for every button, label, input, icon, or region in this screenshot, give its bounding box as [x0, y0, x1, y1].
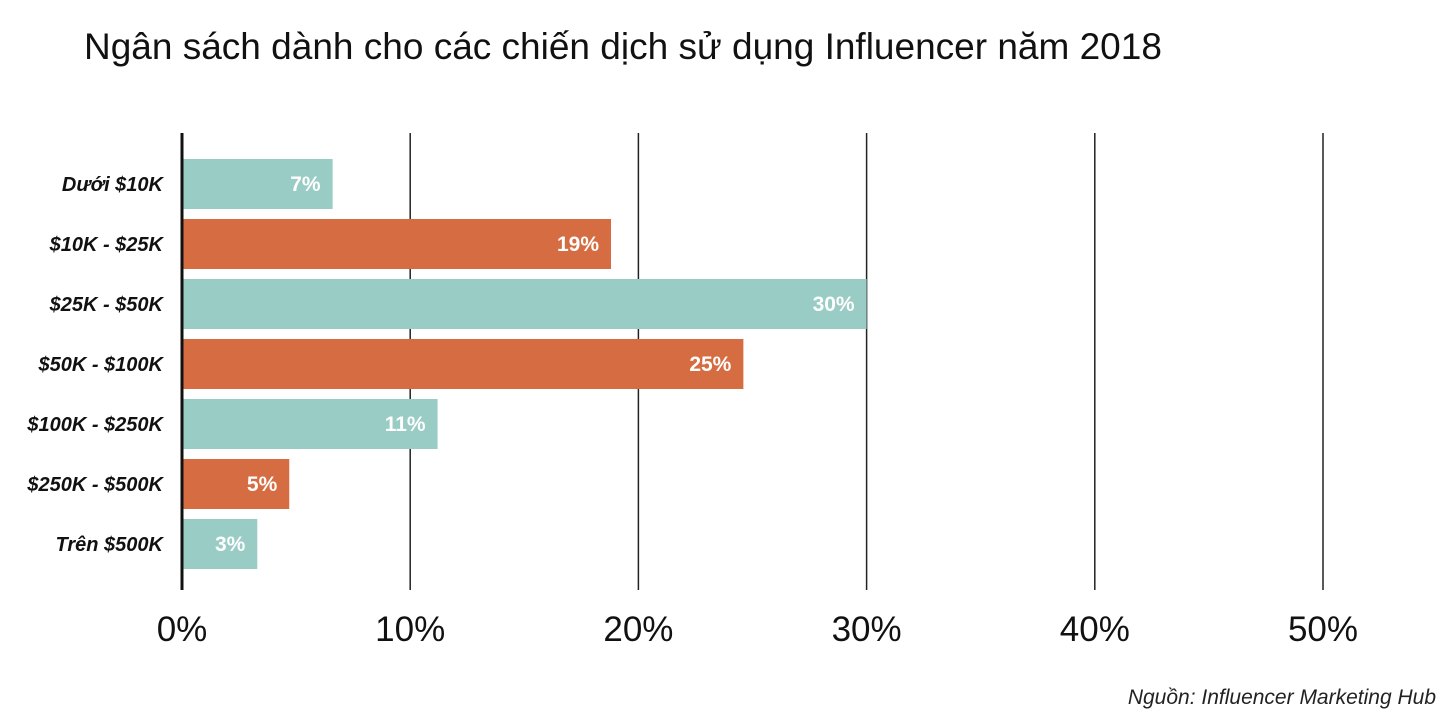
bar — [182, 159, 333, 209]
category-labels: Dưới $10K $10K - $25K $25K - $50K $50K - $1… — [26, 174, 164, 556]
category-label: $50K - $100K — [37, 354, 164, 376]
category-label: Dưới $10K — [62, 174, 165, 196]
bar-value-label: 7% — [290, 173, 321, 196]
x-tick-label: 30% — [832, 610, 902, 649]
bar — [182, 459, 290, 509]
x-tick-label: 0% — [157, 610, 208, 649]
bar-value-label: 19% — [557, 233, 599, 256]
source-note: Nguồn: Influencer Marketing Hub — [1127, 686, 1436, 709]
x-tick-label: 10% — [375, 610, 445, 649]
bar — [182, 339, 744, 389]
bar-value-label: 3% — [215, 533, 246, 556]
x-tick-label: 40% — [1060, 610, 1130, 649]
category-label: Trên $500K — [56, 534, 165, 556]
bar — [182, 279, 867, 329]
bar-value-label: 30% — [813, 293, 855, 316]
bars: 7% 19% 30% 25% 11% 5% 3% — [182, 159, 867, 569]
bar — [182, 519, 258, 569]
x-tick-label: 20% — [603, 610, 673, 649]
bar-value-label: 5% — [247, 473, 278, 496]
x-tick-labels: 0% 10% 20% 30% 40% 50% — [157, 610, 1358, 649]
category-label: $10K - $25K — [49, 234, 165, 256]
category-label: $25K - $50K — [49, 294, 165, 316]
bar-value-label: 11% — [385, 413, 426, 436]
bar — [182, 219, 612, 269]
bar — [182, 399, 438, 449]
category-label: $250K - $500K — [26, 474, 164, 496]
bar-value-label: 25% — [689, 353, 731, 376]
x-tick-label: 50% — [1288, 610, 1358, 649]
category-label: $100K - $250K — [26, 414, 164, 436]
chart-title: Ngân sách dành cho các chiến dịch sử dụn… — [84, 26, 1162, 67]
